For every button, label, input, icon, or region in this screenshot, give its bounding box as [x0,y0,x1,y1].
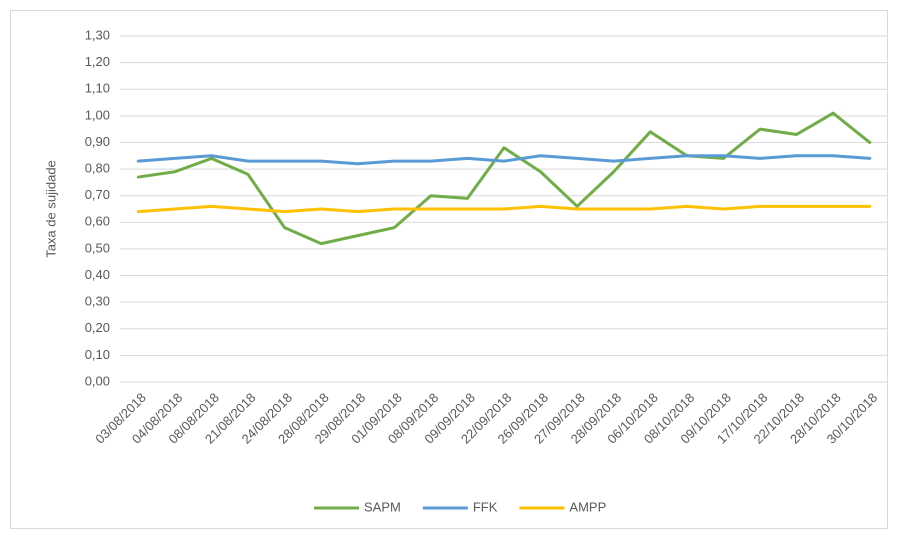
y-tick-label: 0,30 [85,294,110,309]
series-line [136,111,872,246]
y-tick-label: 1,20 [85,54,110,69]
y-tick-label: 0,40 [85,267,110,282]
y-tick-label: 0,50 [85,240,110,255]
y-tick-label: 0,60 [85,214,110,229]
y-tick-label: 0,10 [85,347,110,362]
legend-label: AMPP [569,499,606,514]
y-tick-label: 1,30 [85,27,110,42]
y-tick-label: 1,10 [85,81,110,96]
y-axis-label: Taxa de sujidade [43,160,58,258]
legend-label: SAPM [364,499,401,514]
series-line [136,154,872,166]
chart-frame [10,10,888,529]
series-line [136,204,872,214]
y-tick-label: 0,20 [85,320,110,335]
y-tick-label: 0,00 [85,373,110,388]
y-tick-label: 0,70 [85,187,110,202]
legend-label: FFK [473,499,498,514]
y-tick-label: 1,00 [85,107,110,122]
y-tick-label: 0,90 [85,134,110,149]
y-tick-label: 0,80 [85,161,110,176]
